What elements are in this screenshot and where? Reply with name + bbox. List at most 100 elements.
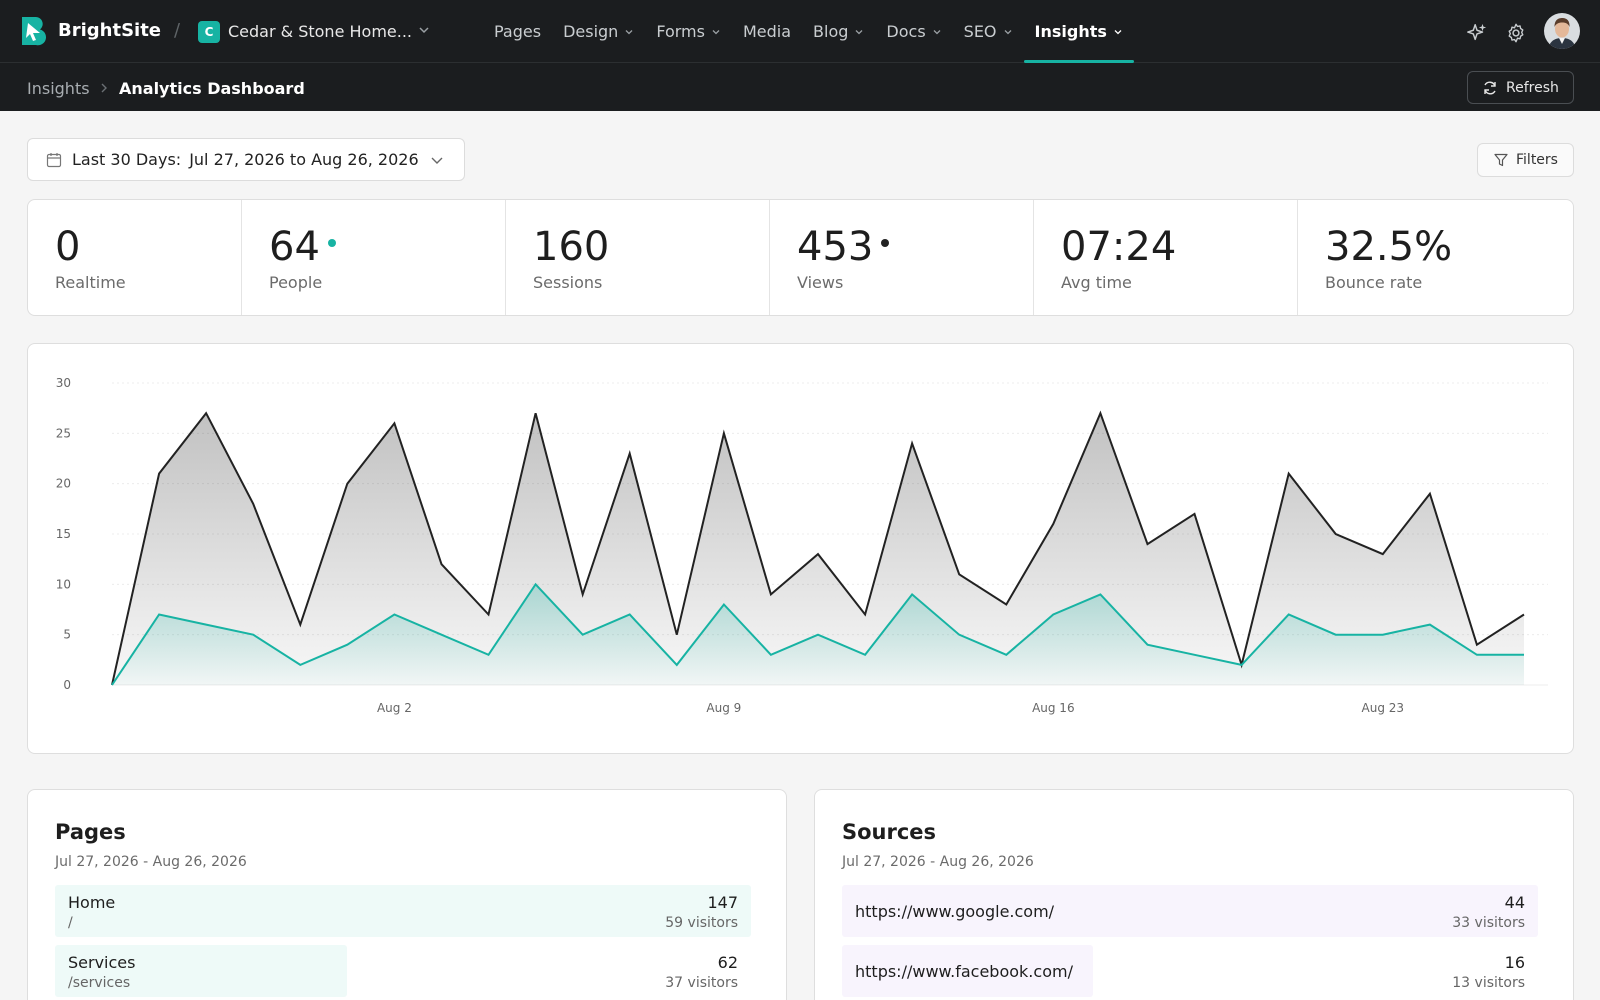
item-name: Services xyxy=(68,953,136,972)
metric-value-text: 453 xyxy=(797,224,874,270)
top-nav-bar: BrightSite / C Cedar & Stone Home... Pag… xyxy=(0,0,1600,63)
series-line-0[interactable] xyxy=(111,410,1525,686)
item-name: https://www.facebook.com/ xyxy=(855,962,1073,981)
site-badge: C xyxy=(198,21,220,43)
breadcrumb-insights[interactable]: Insights xyxy=(27,79,90,98)
nav-media[interactable]: Media xyxy=(732,0,802,63)
item-count: 16 xyxy=(1504,953,1525,972)
nav-label: Pages xyxy=(494,22,542,41)
metric-value-text: 160 xyxy=(533,224,610,270)
filter-icon xyxy=(1494,153,1508,167)
metric-value-text: 0 xyxy=(55,224,81,270)
metric-value: 160 xyxy=(533,224,609,270)
gear-icon[interactable] xyxy=(1505,22,1527,44)
metric-value: 453 xyxy=(797,224,890,270)
x-tick-label: Aug 16 xyxy=(1032,701,1075,715)
pages-date-range: Jul 27, 2026 - Aug 26, 2026 xyxy=(55,854,247,870)
series-area-1 xyxy=(112,584,1524,685)
calendar-icon xyxy=(46,152,62,167)
nav-label: Docs xyxy=(886,22,926,41)
nav-seo[interactable]: SEO xyxy=(953,0,1024,63)
sources-title: Sources xyxy=(842,820,937,844)
date-range-label: Last 30 Days: xyxy=(72,150,182,169)
list-item[interactable]: https://www.facebook.com/16 13 visitors xyxy=(842,945,1538,997)
item-visitors: 59 visitors xyxy=(665,915,738,931)
share-bar xyxy=(842,885,1538,937)
item-path: /services xyxy=(68,975,131,991)
nav-label: Design xyxy=(563,22,619,41)
sources-card: Sources Jul 27, 2026 - Aug 26, 2026 http… xyxy=(814,789,1574,1000)
avatar[interactable] xyxy=(1544,13,1580,49)
metric-label: Avg time xyxy=(1061,273,1132,292)
traffic-chart-svg: 0 5 10 15 20 25 30 Aug 2 Aug 9 Aug 16 Aug 23 xyxy=(56,376,1548,715)
nav-insights[interactable]: Insights xyxy=(1023,0,1135,63)
date-range-picker[interactable]: Last 30 Days: Jul 27, 2026 to Aug 26, 20… xyxy=(27,138,465,181)
chevron-right-icon xyxy=(101,83,107,93)
filters-label: Filters xyxy=(1516,152,1558,168)
metric-label: Realtime xyxy=(55,273,126,292)
item-name: https://www.google.com/ xyxy=(855,902,1055,921)
y-tick-label: 20 xyxy=(56,477,71,491)
metric-value: 07:24 xyxy=(1061,224,1176,270)
refresh-button[interactable]: Refresh xyxy=(1467,71,1574,104)
list-item[interactable]: Services/services 62 37 visitors xyxy=(55,945,751,997)
item-count: 44 xyxy=(1504,893,1525,912)
brand-name[interactable]: BrightSite xyxy=(58,20,162,41)
chevron-down-icon xyxy=(625,29,633,34)
sparkles-icon[interactable] xyxy=(1466,22,1488,44)
filters-button[interactable]: Filters xyxy=(1477,143,1574,177)
chevron-down-icon[interactable] xyxy=(418,24,430,36)
metric-value-text: 64 xyxy=(269,224,320,270)
sources-date-range: Jul 27, 2026 - Aug 26, 2026 xyxy=(842,854,1034,870)
pages-title: Pages xyxy=(55,820,126,844)
item-visitors: 33 visitors xyxy=(1452,915,1525,931)
nav-pages[interactable]: Pages xyxy=(483,0,552,63)
metric-value-text: 32.5% xyxy=(1325,224,1453,270)
item-name: Home xyxy=(68,893,116,912)
list-item[interactable]: https://www.google.com/44 33 visitors xyxy=(842,885,1538,937)
metric-avg-time: 07:24 Avg time xyxy=(1034,200,1298,315)
chevron-down-icon xyxy=(431,157,443,164)
status-dot xyxy=(327,239,336,247)
page-title: Analytics Dashboard xyxy=(119,79,305,98)
nav-label: Forms xyxy=(656,22,705,41)
metric-label: People xyxy=(269,273,323,292)
nav-label: SEO xyxy=(963,22,997,41)
metric-label: Bounce rate xyxy=(1325,273,1423,292)
chevron-down-icon xyxy=(712,29,720,34)
y-tick-label: 10 xyxy=(56,577,71,591)
metric-realtime: 0 Realtime xyxy=(28,200,242,315)
nav-label: Media xyxy=(742,22,792,41)
refresh-icon xyxy=(1484,81,1496,94)
y-tick-label: 5 xyxy=(63,628,71,642)
nav-blog[interactable]: Blog xyxy=(802,0,875,63)
y-tick-label: 25 xyxy=(56,426,71,440)
breadcrumb-bar: Insights Analytics Dashboard Refresh xyxy=(0,63,1600,111)
y-tick-label: 30 xyxy=(56,376,71,390)
x-tick-label: Aug 2 xyxy=(377,701,412,715)
nav-docs[interactable]: Docs xyxy=(875,0,952,63)
series-line-1[interactable] xyxy=(111,582,1524,686)
nav-label: Blog xyxy=(813,22,849,41)
metric-views: 453 Views xyxy=(770,200,1034,315)
metric-sessions: 160 Sessions xyxy=(506,200,770,315)
nav-design[interactable]: Design xyxy=(552,0,645,63)
nav-forms[interactable]: Forms xyxy=(645,0,732,63)
list-item[interactable]: Home / 147 59 visitors xyxy=(55,885,751,937)
item-visitors: 13 visitors xyxy=(1452,975,1525,991)
status-dot xyxy=(881,239,890,247)
chevron-down-icon xyxy=(1114,29,1122,34)
share-bar xyxy=(842,945,1093,997)
metric-label: Sessions xyxy=(533,273,603,292)
brightsite-logo-icon[interactable] xyxy=(20,15,48,47)
traffic-chart: 0 5 10 15 20 25 30 Aug 2 Aug 9 Aug 16 Aug 23 xyxy=(27,343,1574,754)
share-bar xyxy=(55,885,751,937)
metric-bounce-rate: 32.5% Bounce rate xyxy=(1298,200,1560,315)
metric-label: Views xyxy=(797,273,844,292)
site-selector[interactable]: Cedar & Stone Home... xyxy=(228,22,412,41)
share-bar xyxy=(55,945,348,997)
metric-people: 64 People xyxy=(242,200,506,315)
nav-label: Insights xyxy=(1034,22,1107,41)
metric-value: 64 xyxy=(269,224,336,270)
chevron-down-icon xyxy=(933,29,941,34)
